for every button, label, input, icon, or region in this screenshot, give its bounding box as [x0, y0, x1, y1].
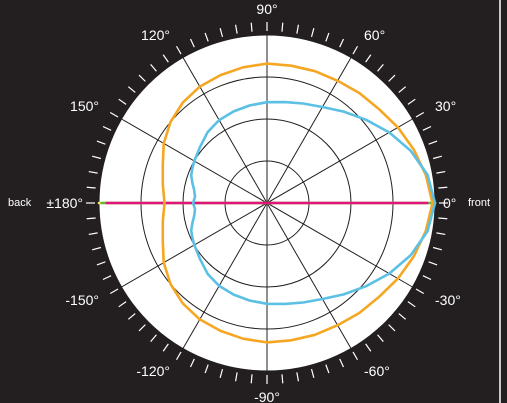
angle-label: 0°	[443, 195, 456, 211]
tick-mark	[398, 86, 407, 93]
tick-mark	[250, 374, 253, 384]
angle-label: 60°	[364, 27, 385, 43]
series-line-5	[189, 100, 437, 306]
angle-label: 90°	[256, 1, 277, 17]
angle-label: -150°	[65, 292, 99, 308]
tick-mark	[175, 45, 182, 55]
tick-mark	[96, 140, 106, 145]
series-line-4	[161, 62, 434, 344]
tick-mark	[407, 98, 416, 105]
tick-mark	[150, 63, 157, 72]
tick-mark	[86, 186, 96, 189]
tick-mark	[407, 301, 416, 308]
tick-mark	[352, 351, 359, 361]
tick-mark	[281, 22, 284, 32]
tick-mark	[415, 288, 425, 295]
tick-mark	[92, 246, 102, 251]
tick-mark	[219, 28, 224, 38]
tick-mark	[432, 155, 442, 160]
angle-label: -90°	[254, 389, 280, 403]
tick-mark	[189, 358, 195, 368]
angle-labels: 90° 60° 30° 0° -30° -60° -90° -120° -150° ±180° 15…	[46, 1, 460, 403]
tick-mark	[109, 288, 119, 295]
tick-mark	[96, 261, 106, 266]
tick-mark	[118, 98, 127, 105]
tick-mark	[150, 334, 157, 343]
tick-mark	[296, 372, 300, 382]
tick-mark	[88, 170, 98, 174]
angle-label: -30°	[435, 292, 461, 308]
tick-mark	[250, 22, 253, 32]
tick-mark	[436, 170, 446, 174]
tick-mark	[162, 54, 169, 63]
tick-mark	[92, 155, 102, 160]
tick-mark	[377, 63, 384, 72]
tick-mark	[86, 217, 96, 220]
tick-mark	[422, 275, 432, 281]
angle-label: 120°	[141, 27, 170, 43]
tick-mark	[234, 372, 238, 382]
tick-mark	[138, 74, 146, 82]
tick-mark	[127, 313, 136, 320]
tick-mark	[88, 232, 98, 236]
back-label: back	[8, 197, 32, 209]
tick-mark	[325, 32, 330, 42]
tick-mark	[310, 368, 315, 378]
tick-mark	[204, 364, 209, 374]
tick-mark	[436, 232, 446, 236]
tick-mark	[175, 351, 182, 361]
tick-mark	[204, 32, 209, 42]
tick-mark	[438, 217, 448, 220]
tick-mark	[432, 246, 442, 251]
tick-mark	[281, 374, 284, 384]
tick-mark	[102, 125, 112, 131]
angle-label: 150°	[70, 98, 99, 114]
tick-mark	[377, 334, 384, 343]
tick-mark	[162, 343, 169, 352]
tick-mark	[365, 54, 372, 63]
outer-tick-marks	[86, 22, 448, 384]
tick-mark	[398, 313, 407, 320]
angle-label: ±180°	[46, 195, 83, 211]
tick-mark	[109, 111, 119, 118]
tick-mark	[310, 28, 315, 38]
tick-mark	[365, 343, 372, 352]
tick-mark	[388, 324, 396, 332]
front-label: front	[468, 197, 490, 209]
tick-mark	[388, 74, 396, 82]
tick-mark	[325, 364, 330, 374]
tick-mark	[219, 368, 224, 378]
tick-mark	[118, 301, 127, 308]
tick-mark	[138, 324, 146, 332]
tick-mark	[339, 38, 345, 48]
tick-mark	[438, 186, 448, 189]
tick-mark	[428, 261, 438, 266]
tick-mark	[189, 38, 195, 48]
angle-label: -120°	[136, 363, 170, 379]
tick-mark	[428, 140, 438, 145]
angle-label: -60°	[364, 363, 390, 379]
angle-label: 30°	[435, 98, 456, 114]
tick-mark	[415, 111, 425, 118]
tick-mark	[127, 86, 136, 93]
tick-mark	[422, 125, 432, 131]
tick-mark	[102, 275, 112, 281]
tick-mark	[234, 24, 238, 34]
tick-mark	[339, 358, 345, 368]
tick-mark	[352, 45, 359, 55]
tick-mark	[296, 24, 300, 34]
series-group	[97, 62, 437, 344]
